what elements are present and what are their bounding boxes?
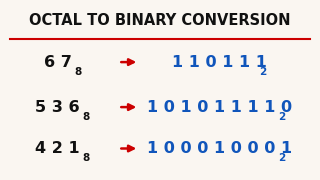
Text: 8: 8 (83, 112, 90, 122)
Text: 8: 8 (83, 153, 90, 163)
Text: 2: 2 (278, 112, 285, 122)
Text: 1 0 0 0 1 0 0 0 1: 1 0 0 0 1 0 0 0 1 (147, 141, 292, 156)
Text: 1 1 0 1 1 1: 1 1 0 1 1 1 (172, 55, 267, 70)
Text: 2: 2 (278, 153, 285, 163)
Text: 1 0 1 0 1 1 1 1 0: 1 0 1 0 1 1 1 1 0 (147, 100, 292, 115)
Text: 6 7: 6 7 (44, 55, 72, 70)
Text: 2: 2 (259, 67, 266, 77)
Text: 5 3 6: 5 3 6 (35, 100, 80, 115)
Text: OCTAL TO BINARY CONVERSION: OCTAL TO BINARY CONVERSION (29, 13, 291, 28)
Text: 8: 8 (75, 67, 82, 77)
Text: 4 2 1: 4 2 1 (35, 141, 80, 156)
